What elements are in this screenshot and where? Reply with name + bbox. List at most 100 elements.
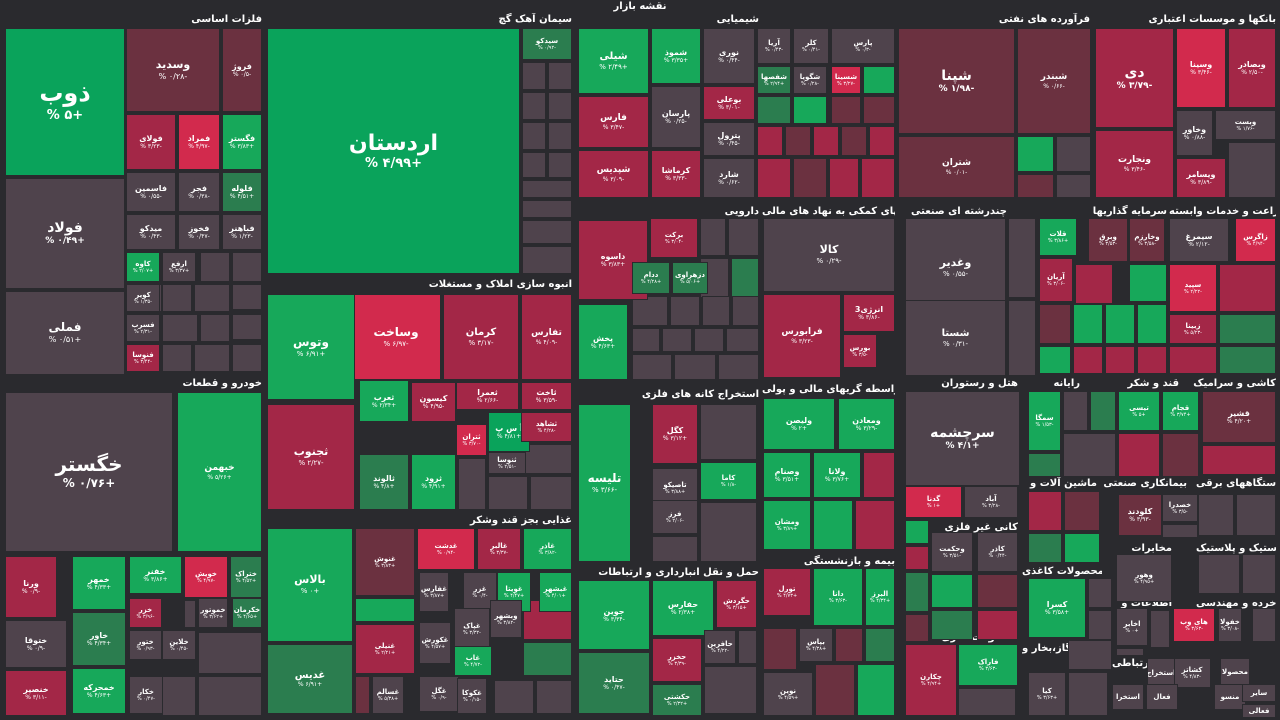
stock-tile[interactable]: کرماشا -۳/۳۳ % xyxy=(651,150,701,198)
stock-tile[interactable]: پترول -۰/۴۵ % xyxy=(703,122,755,156)
stock-tile[interactable]: خکرمان +۴/۶۵ % xyxy=(232,598,262,628)
stock-tile-small[interactable] xyxy=(1242,554,1276,594)
stock-tile[interactable]: فعالی xyxy=(1242,704,1276,718)
stock-tile-small[interactable] xyxy=(1063,433,1116,477)
stock-tile[interactable]: فرز -۲/۰۶ % xyxy=(652,500,698,534)
stock-tile[interactable]: ثعرب +۲/۳۴ % xyxy=(359,380,409,422)
stock-tile-small[interactable] xyxy=(1039,346,1071,374)
stock-tile-small[interactable] xyxy=(232,314,262,340)
stock-tile-small[interactable] xyxy=(1105,346,1135,374)
stock-tile-small[interactable] xyxy=(522,444,572,474)
stock-tile-small[interactable] xyxy=(977,574,1018,608)
stock-tile-small[interactable] xyxy=(194,344,230,372)
stock-tile[interactable]: غنوش +۳/۸۳ % xyxy=(355,528,415,596)
stock-tile[interactable]: فلوله +۴/۵۱ % xyxy=(222,172,262,212)
stock-tile[interactable]: فروژ -۰/۵ % xyxy=(222,28,262,112)
stock-tile[interactable]: حخزر -۳/۳۹ % xyxy=(652,638,702,682)
stock-tile-small[interactable] xyxy=(162,314,198,342)
stock-tile[interactable]: غگل -۰/۹ % xyxy=(419,676,459,712)
stock-tile-small[interactable] xyxy=(536,680,572,714)
stock-tile[interactable]: غاذر -۳/۸۲ % xyxy=(523,528,572,570)
stock-tile[interactable]: غزر -۰/۴ % xyxy=(463,572,497,612)
stock-tile-small[interactable] xyxy=(1088,610,1112,640)
stock-tile[interactable]: ختراک +۴/۵۲ % xyxy=(230,556,262,598)
stock-tile[interactable]: شموذ +۳/۳۵ % xyxy=(651,28,701,84)
stock-tile[interactable]: غپاک -۳/۳۲ % xyxy=(454,608,490,650)
stock-tile[interactable]: فگستر +۳/۸۳ % xyxy=(222,114,262,170)
stock-tile-small[interactable] xyxy=(1219,346,1276,374)
stock-tile-small[interactable] xyxy=(522,246,572,274)
stock-tile-small[interactable] xyxy=(1039,304,1071,344)
stock-tile-small[interactable] xyxy=(652,536,698,562)
stock-tile[interactable]: کاذر -۰/۴۴ % xyxy=(977,532,1018,572)
stock-tile-small[interactable] xyxy=(200,314,230,342)
stock-tile[interactable]: شفصها +۲/۹۴ % xyxy=(757,66,791,94)
stock-tile-small[interactable] xyxy=(702,296,730,326)
stock-tile-small[interactable] xyxy=(905,546,929,570)
stock-tile[interactable]: قجام +۳/۷۴ % xyxy=(1162,391,1199,431)
stock-tile[interactable]: میدکو -۰/۴۳ % xyxy=(126,214,176,250)
stock-tile[interactable]: ددام +۴/۲۸ % xyxy=(632,262,670,294)
stock-tile[interactable]: آباد -۳/۲۸ % xyxy=(964,486,1018,518)
stock-tile[interactable]: وبصادر -۲/۵۰ % xyxy=(1228,28,1276,108)
stock-tile[interactable]: کرمان -۳/۱۷ % xyxy=(443,294,519,380)
stock-tile[interactable]: فولاد +۰/۴۹ % xyxy=(5,178,125,289)
stock-tile[interactable]: چکارن +۴/۹۴ % xyxy=(905,644,957,716)
stock-tile[interactable]: وتوس +۶/۹۱ % xyxy=(267,294,355,400)
stock-tile-small[interactable] xyxy=(1150,610,1170,648)
stock-tile-small[interactable] xyxy=(841,126,867,156)
stock-tile[interactable]: محصولا xyxy=(1220,658,1250,686)
stock-tile-small[interactable] xyxy=(1008,218,1036,298)
stock-tile-small[interactable] xyxy=(905,520,929,544)
stock-tile[interactable]: وخارزم -۳/۵۸ % xyxy=(1129,218,1165,262)
stock-tile[interactable]: کیسون -۴/۹۵ % xyxy=(411,382,456,422)
stock-tile-small[interactable] xyxy=(200,252,230,282)
stock-tile[interactable]: ثرود +۴/۹۱ % xyxy=(411,454,456,510)
stock-tile[interactable]: فاسمین -۰/۵۵ % xyxy=(126,172,176,212)
stock-tile[interactable]: وبرق -۳/۵۳ % xyxy=(1088,218,1128,262)
stock-tile[interactable]: استخرا xyxy=(1112,684,1144,710)
stock-tile[interactable]: فجر -۰/۳۸ % xyxy=(178,172,220,212)
stock-tile-small[interactable] xyxy=(813,500,853,550)
stock-tile[interactable]: وساخت -۶/۹۷ % xyxy=(351,294,441,380)
stock-tile[interactable]: غکوکا -۰/۱۵ % xyxy=(457,678,487,714)
stock-tile[interactable]: وبشهر -۳/۸۲ % xyxy=(490,600,522,638)
stock-tile[interactable]: کشاتز -۴/۸۳ % xyxy=(1173,658,1211,688)
stock-tile-small[interactable] xyxy=(1068,672,1108,716)
stock-tile[interactable]: ولیصن +۲ % xyxy=(763,398,835,450)
stock-tile[interactable]: حکشتی +۲/۳۲ % xyxy=(652,684,702,716)
stock-tile[interactable]: غدشت -۰/۹۴ % xyxy=(417,528,475,570)
stock-tile-small[interactable] xyxy=(831,96,861,124)
stock-tile-small[interactable] xyxy=(1090,391,1116,431)
stock-tile-small[interactable] xyxy=(865,628,895,662)
stock-tile[interactable]: شسینا -۳/۲۷ % xyxy=(831,66,861,94)
stock-tile[interactable]: خویش -۴/۹۷ % xyxy=(184,556,228,598)
stock-tile-small[interactable] xyxy=(1137,304,1167,344)
stock-tile[interactable]: دی -۳/۷۹ % xyxy=(1095,28,1174,128)
stock-tile[interactable]: شیلی +۲/۴۹ % xyxy=(578,28,649,94)
stock-tile-small[interactable] xyxy=(829,158,859,198)
stock-tile-small[interactable] xyxy=(728,218,759,256)
stock-tile-small[interactable] xyxy=(1064,533,1100,563)
stock-tile[interactable]: حتاید -۰/۴۷ % xyxy=(578,652,650,714)
stock-tile-small[interactable] xyxy=(815,664,855,716)
stock-tile[interactable]: تورل +۴/۷۳ % xyxy=(763,568,811,616)
stock-tile-small[interactable] xyxy=(1064,491,1100,531)
stock-tile-small[interactable] xyxy=(670,296,700,326)
stock-tile-small[interactable] xyxy=(1017,174,1054,198)
stock-tile[interactable]: فولای -۳/۲۳ % xyxy=(126,114,176,170)
stock-tile[interactable]: ثاخت -۳/۵۹ % xyxy=(521,382,572,410)
stock-tile-small[interactable] xyxy=(757,96,791,124)
stock-tile[interactable]: وخاور -۰/۸۸ % xyxy=(1176,110,1213,156)
stock-tile-small[interactable] xyxy=(931,610,973,640)
stock-tile-small[interactable] xyxy=(1252,608,1276,642)
stock-tile[interactable]: ذوب +۵ % xyxy=(5,28,125,176)
stock-tile[interactable]: وسدید -۰/۲۸ % xyxy=(126,28,220,112)
stock-tile[interactable]: خزر -۳/۹۶ % xyxy=(129,598,162,628)
stock-tile[interactable]: وحکمت -۳/۵۱ % xyxy=(931,532,973,572)
stock-tile[interactable]: غسالم +۵/۳۸ % xyxy=(372,676,404,714)
stock-tile[interactable]: فنوسا -۳/۴۴ % xyxy=(126,344,160,372)
stock-tile[interactable]: وصنام +۳/۵۱ % xyxy=(763,452,811,498)
stock-tile-small[interactable] xyxy=(1075,264,1113,304)
stock-tile-small[interactable] xyxy=(1073,346,1103,374)
